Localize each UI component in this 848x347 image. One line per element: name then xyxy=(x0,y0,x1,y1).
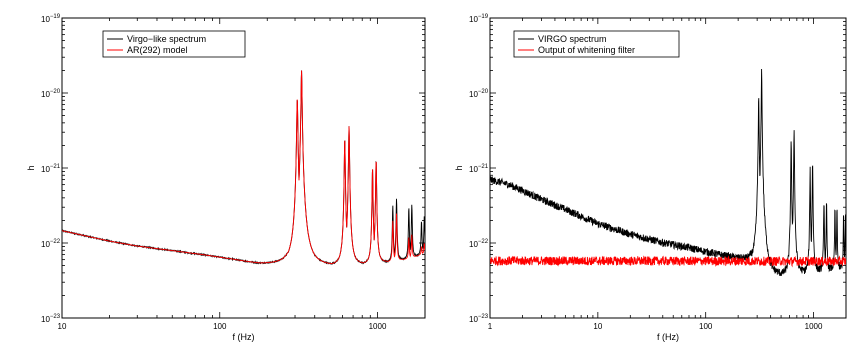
series-line-1 xyxy=(490,68,846,276)
y-tick-label: 10−22 xyxy=(469,239,489,249)
y-tick-label: 10−23 xyxy=(469,314,489,324)
legend-box xyxy=(102,30,246,58)
legend-label: VIRGO spectrum xyxy=(538,34,607,44)
y-tick-label: 10−23 xyxy=(41,314,61,324)
legend-label: Output of whitening filter xyxy=(538,45,635,55)
right-chart: 1 10 100 1000 10−23 10−22 10−21 10−20 10−19 f (Hz… xyxy=(454,14,847,342)
y-tick-label: 10−22 xyxy=(41,239,61,249)
x-axis-label: f (Hz) xyxy=(657,332,679,342)
plot-frame xyxy=(61,17,426,319)
legend-box xyxy=(513,30,680,58)
y-tick-label: 10−20 xyxy=(469,89,489,99)
y-axis-label: h xyxy=(26,165,36,170)
y-tick-label: 10−21 xyxy=(41,164,61,174)
x-tick-label: 100 xyxy=(213,322,227,331)
series-line-1 xyxy=(62,70,425,265)
x-tick-label: 100 xyxy=(699,322,713,331)
series-line-2 xyxy=(490,255,846,268)
x-axis-label: f (Hz) xyxy=(233,332,255,342)
plot-frame xyxy=(489,17,847,319)
y-tick-label: 10−20 xyxy=(41,89,61,99)
legend-label: Virgo−like spectrum xyxy=(127,34,206,44)
x-tick-label: 10 xyxy=(58,322,67,331)
y-tick-label: 10−21 xyxy=(469,164,489,174)
left-chart: 10 100 1000 10−23 10−22 10−21 10−20 10−19 f (Hz)… xyxy=(26,14,426,342)
legend-label: AR(292) model xyxy=(127,45,188,55)
y-axis-label: h xyxy=(454,165,464,170)
y-tick-label: 10−19 xyxy=(41,14,61,24)
series-group xyxy=(490,68,846,276)
x-tick-label: 1000 xyxy=(369,322,387,331)
x-tick-label: 10 xyxy=(593,322,602,331)
x-tick-label: 1000 xyxy=(805,322,823,331)
series-group xyxy=(62,70,425,265)
x-tick-label: 1 xyxy=(488,322,493,331)
series-line-2 xyxy=(62,70,425,265)
y-tick-label: 10−19 xyxy=(469,14,489,24)
